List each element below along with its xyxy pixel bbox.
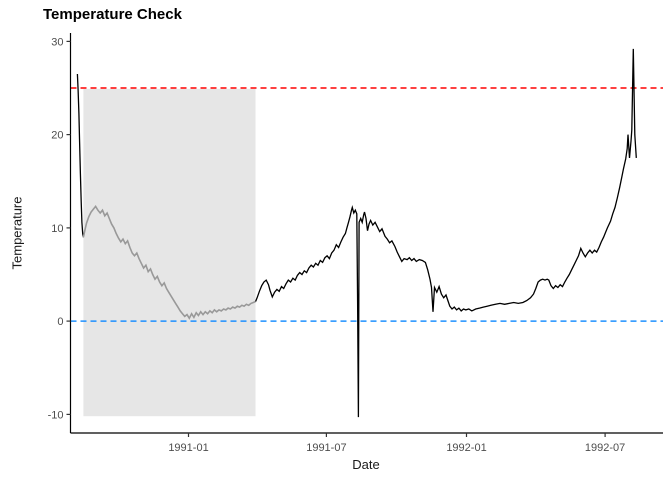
x-axis-title: Date (352, 457, 380, 472)
y-tick-label: 0 (57, 316, 63, 328)
y-tick-label: -10 (48, 409, 64, 421)
y-tick-label: 10 (51, 223, 63, 235)
series-temperature-highlighted (82, 205, 256, 320)
series-temperature-start (76, 73, 85, 238)
x-tick-label: 1991-01 (168, 442, 208, 454)
y-tick-label: 30 (51, 36, 63, 48)
series-temperature-after (254, 48, 637, 418)
y-tick-label: 20 (51, 130, 63, 142)
x-tick-label: 1992-01 (446, 442, 486, 454)
chart-title: Temperature Check (43, 6, 182, 23)
x-tick-label: 1992-07 (585, 442, 625, 454)
highlight-region (83, 88, 256, 417)
x-tick-label: 1991-07 (306, 442, 346, 454)
y-axis-title: Temperature (9, 196, 25, 270)
